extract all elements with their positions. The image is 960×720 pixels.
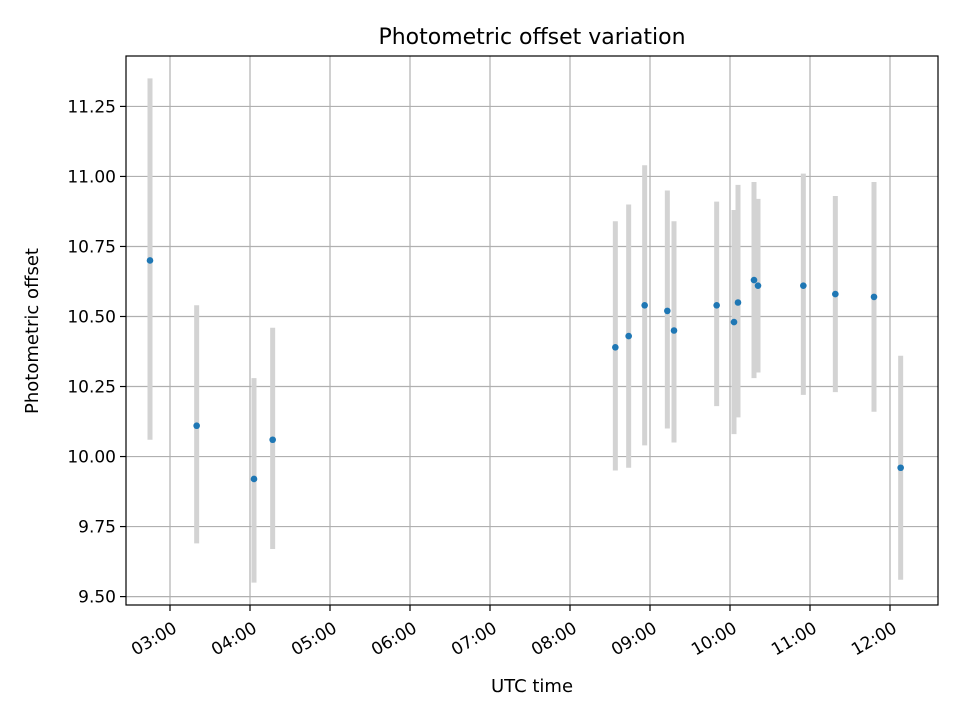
y-tick-label: 10.50 (67, 307, 116, 327)
y-tick-label: 10.25 (67, 378, 116, 398)
data-point (625, 332, 632, 340)
data-point (730, 318, 738, 326)
x-axis-label: UTC time (491, 676, 573, 697)
data-point (750, 276, 758, 284)
data-point (754, 282, 762, 289)
data-point (250, 475, 258, 483)
y-axis-label: Photometric offset (22, 248, 43, 414)
data-point (734, 299, 742, 306)
y-tick-label: 11.25 (67, 97, 116, 117)
data-points (146, 257, 904, 483)
data-point (269, 436, 276, 444)
plot-frame (125, 55, 939, 606)
y-tick-label: 10.00 (67, 448, 116, 468)
chart-title: Photometric offset variation (378, 25, 685, 50)
data-point (193, 422, 200, 430)
y-tick-label: 9.50 (78, 588, 116, 608)
data-point (800, 282, 807, 289)
data-point (713, 301, 720, 309)
data-point (146, 257, 154, 264)
y-axis-ticks: 9.50 9.75 10.00 10.25 10.50 10.75 11.00 11.25 (67, 97, 126, 608)
data-point (870, 293, 878, 301)
y-tick-label: 9.75 (78, 518, 116, 538)
data-point (641, 301, 648, 309)
data-point (897, 464, 904, 472)
y-tick-label: 10.75 (67, 237, 116, 257)
data-point (664, 307, 671, 315)
y-tick-label: 11.00 (67, 167, 116, 187)
data-point (670, 327, 678, 334)
data-point (612, 344, 619, 351)
data-point (832, 290, 839, 298)
